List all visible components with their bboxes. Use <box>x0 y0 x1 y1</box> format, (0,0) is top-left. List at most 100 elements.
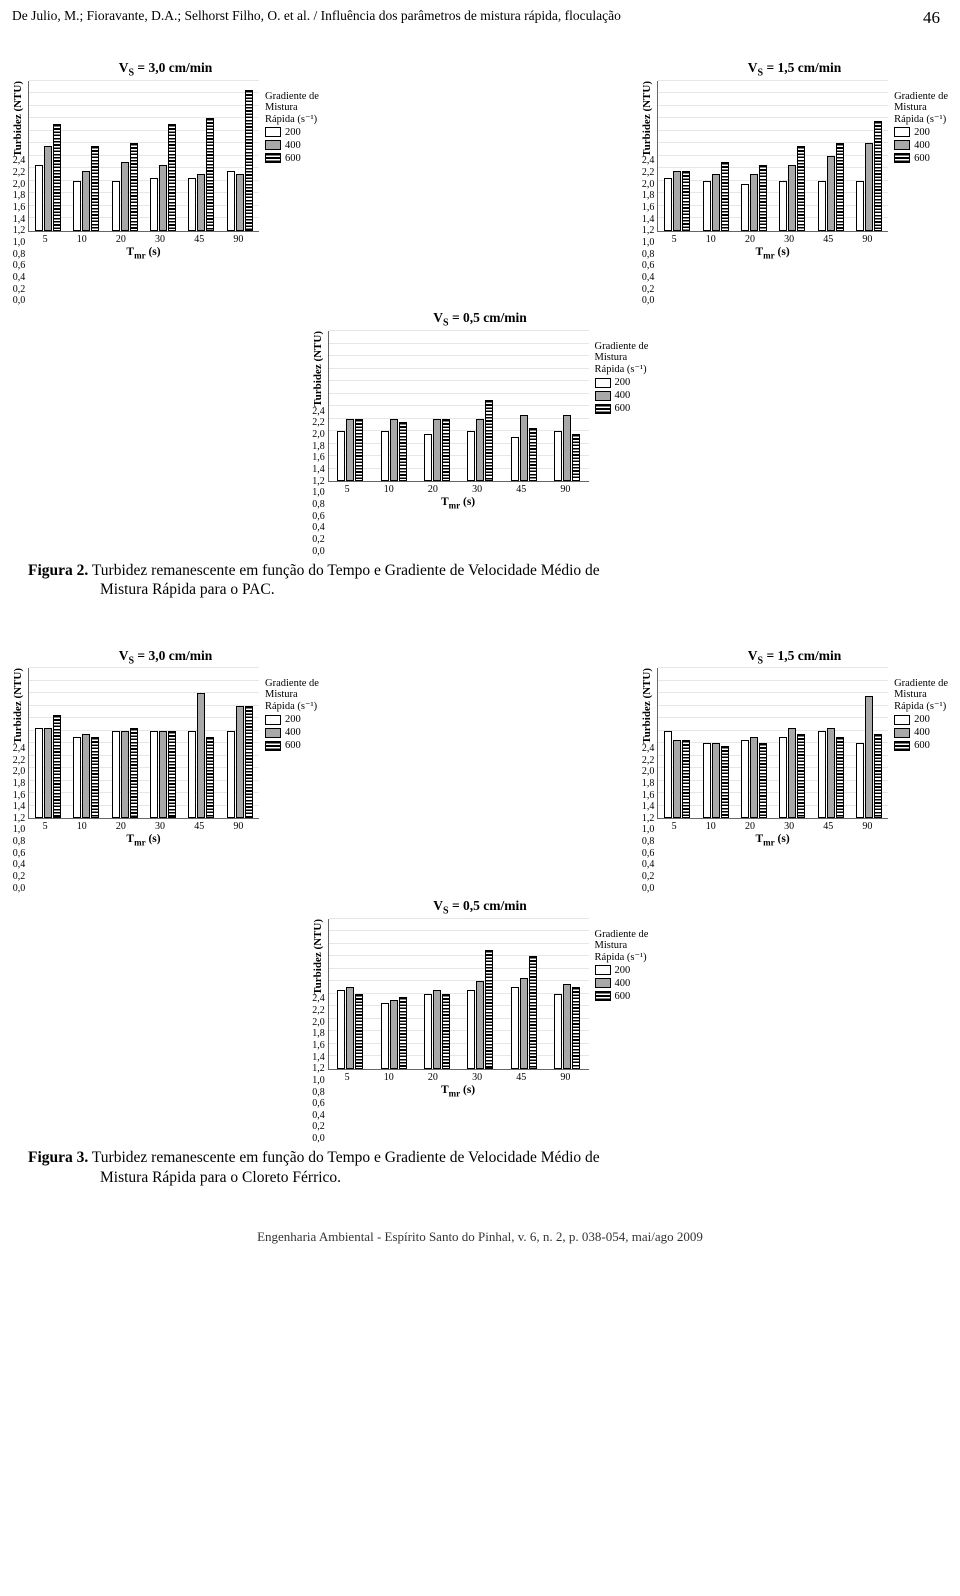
chart-block: VS = 0,5 cm/minTurbidez (NTU)0,00,20,40,… <box>312 310 649 556</box>
legend-label: 600 <box>615 403 631 414</box>
plot-area <box>28 668 259 819</box>
legend-item: 600 <box>595 991 649 1002</box>
y-tick: 0,0 <box>642 884 655 894</box>
legend-swatch <box>894 741 910 751</box>
chart-block: VS = 1,5 cm/minTurbidez (NTU)0,00,20,40,… <box>641 60 948 306</box>
bar <box>476 419 484 482</box>
legend-item: 400 <box>595 978 649 989</box>
figure3-caption-label: Figura 3. <box>28 1149 88 1166</box>
bar-group <box>741 737 767 818</box>
legend: Gradiente deMisturaRápida (s⁻¹)200400600 <box>894 678 948 751</box>
legend: Gradiente deMisturaRápida (s⁻¹)200400600 <box>595 929 649 1002</box>
bar-group <box>818 728 844 819</box>
bar <box>188 731 196 819</box>
bar-group <box>554 984 580 1068</box>
y-tick: 2,0 <box>312 1018 325 1028</box>
y-tick: 1,0 <box>312 1076 325 1086</box>
bar <box>741 184 749 231</box>
bar <box>682 740 690 818</box>
plot-area <box>328 919 589 1070</box>
bar <box>245 706 253 819</box>
y-tick: 0,2 <box>13 872 26 882</box>
legend-swatch <box>894 715 910 725</box>
legend-swatch <box>894 140 910 150</box>
y-tick: 1,4 <box>312 465 325 475</box>
legend-label: 600 <box>285 153 301 164</box>
y-tick: 1,2 <box>312 1064 325 1074</box>
legend-swatch <box>894 153 910 163</box>
bar-group <box>779 728 805 819</box>
bar <box>467 990 475 1068</box>
bar <box>346 419 354 482</box>
y-tick: 1,0 <box>642 238 655 248</box>
bar <box>797 734 805 818</box>
bar <box>673 171 681 230</box>
bar <box>485 950 493 1069</box>
bar <box>337 431 345 481</box>
x-tick: 45 <box>823 821 833 832</box>
bar <box>197 174 205 230</box>
bar <box>664 731 672 819</box>
x-axis-label: Tmr (s) <box>328 1084 589 1098</box>
bar <box>788 165 796 231</box>
legend-label: 600 <box>285 740 301 751</box>
figure3-middle-row: VS = 0,5 cm/minTurbidez (NTU)0,00,20,40,… <box>12 898 948 1144</box>
legend-label: 400 <box>285 140 301 151</box>
bar <box>467 431 475 481</box>
legend-item: 200 <box>894 714 948 725</box>
legend-swatch <box>595 978 611 988</box>
bar <box>529 428 537 481</box>
x-tick: 20 <box>428 484 438 495</box>
chart-title: VS = 0,5 cm/min <box>312 310 649 329</box>
y-tick: 1,0 <box>13 825 26 835</box>
x-tick: 20 <box>116 821 126 832</box>
x-tick: 30 <box>784 821 794 832</box>
legend: Gradiente deMisturaRápida (s⁻¹)200400600 <box>894 91 948 164</box>
legend-swatch <box>265 140 281 150</box>
y-tick: 0,2 <box>13 285 26 295</box>
plot-area <box>28 81 259 232</box>
legend-label: 200 <box>285 714 301 725</box>
y-tick: 1,0 <box>642 825 655 835</box>
bar <box>168 124 176 230</box>
x-tick: 10 <box>706 821 716 832</box>
y-tick: 2,0 <box>312 430 325 440</box>
x-tick: 30 <box>155 821 165 832</box>
x-axis-label: Tmr (s) <box>657 246 888 260</box>
chart-title: VS = 3,0 cm/min <box>12 648 319 667</box>
x-tick: 20 <box>428 1072 438 1083</box>
bar <box>35 728 43 819</box>
x-tick: 10 <box>77 821 87 832</box>
y-tick: 1,2 <box>13 226 26 236</box>
legend-label: 400 <box>615 390 631 401</box>
bar <box>664 178 672 231</box>
x-axis-label: Tmr (s) <box>28 833 259 847</box>
bar <box>433 990 441 1068</box>
bar <box>703 181 711 231</box>
bar <box>827 728 835 819</box>
legend-item: 200 <box>265 127 319 138</box>
legend-title-line: Mistura <box>595 940 649 951</box>
bar <box>82 171 90 230</box>
bar <box>424 434 432 481</box>
bar <box>355 419 363 482</box>
y-tick: 1,2 <box>13 814 26 824</box>
bar-group <box>467 400 493 481</box>
bar <box>91 146 99 230</box>
legend-title-line: Rápida (s⁻¹) <box>894 700 948 712</box>
y-tick: 1,6 <box>312 1041 325 1051</box>
bar <box>197 693 205 818</box>
bar <box>485 400 493 481</box>
y-tick: 1,6 <box>642 791 655 801</box>
x-tick: 10 <box>384 1072 394 1083</box>
x-tick: 90 <box>560 1072 570 1083</box>
bar <box>73 737 81 818</box>
bar-group <box>424 419 450 482</box>
bar <box>236 706 244 819</box>
legend-swatch <box>894 728 910 738</box>
bar <box>511 987 519 1068</box>
x-tick: 45 <box>823 234 833 245</box>
y-tick: 1,2 <box>642 814 655 824</box>
x-tick: 30 <box>472 1072 482 1083</box>
figure3-caption: Figura 3. Turbidez remanescente em funçã… <box>28 1148 932 1187</box>
